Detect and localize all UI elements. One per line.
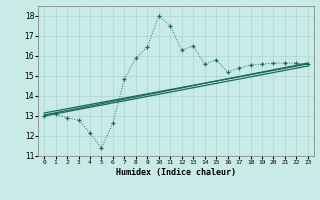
X-axis label: Humidex (Indice chaleur): Humidex (Indice chaleur)	[116, 168, 236, 177]
